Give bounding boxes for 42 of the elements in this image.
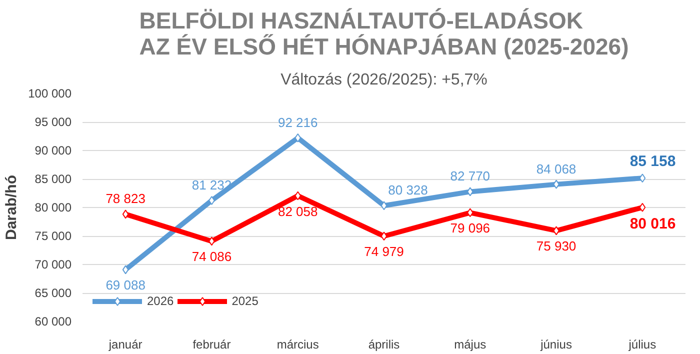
point (294, 191, 302, 200)
point (380, 232, 388, 241)
x-tick-label: április (368, 338, 400, 352)
x-tick-label: március (276, 338, 319, 352)
x-tick-label: február (192, 338, 231, 352)
point (639, 174, 646, 183)
y-tick-label: 75 000 (34, 229, 72, 243)
data-label: 75 930 (536, 238, 576, 254)
point (122, 210, 129, 219)
data-label: 85 158 (630, 153, 676, 170)
y-tick-label: 70 000 (34, 258, 72, 272)
data-label: 74 086 (192, 249, 232, 264)
x-tick-label: június (540, 338, 572, 352)
x-tick-label: január (108, 338, 142, 352)
chart-title: BELFÖLDI HASZNÁLTAUTÓ-ELADÁSOK AZ ÉV ELSŐ HÉT HÓNAPJÁBAN (2025-2026) (139, 8, 629, 60)
x-tick-label: május (454, 338, 486, 352)
legend-label: 2026 (147, 294, 174, 308)
y-tick-label: 60 000 (34, 314, 72, 328)
data-label: 80 328 (388, 182, 428, 198)
point (294, 133, 302, 142)
data-label: 82 058 (278, 204, 318, 219)
y-tick-label: 85 000 (34, 172, 72, 186)
y-tick-label: 100 000 (28, 86, 72, 100)
point (380, 201, 388, 210)
point (639, 202, 646, 212)
point (122, 265, 129, 274)
data-label: 79 096 (450, 220, 490, 236)
data-label: 69 088 (106, 278, 146, 293)
x-tick-label: július (628, 338, 656, 352)
data-label: 84 068 (536, 161, 576, 176)
data-label: 92 216 (278, 114, 318, 130)
data-label: 82 770 (450, 168, 490, 184)
chart-subtitle: Változás (2026/2025): +5,7% (280, 72, 488, 88)
y-tick-label: 90 000 (34, 144, 72, 158)
legend-label: 2025 (232, 294, 258, 308)
y-tick-label: 65 000 (34, 286, 72, 300)
data-label: 80 016 (630, 215, 676, 232)
y-axis-title: Darab/hó (3, 174, 20, 240)
y-tick-label: 80 000 (34, 200, 72, 214)
y-tick-label: 95 000 (34, 115, 72, 129)
data-label: 78 823 (106, 191, 146, 206)
data-label: 74 979 (364, 244, 404, 260)
